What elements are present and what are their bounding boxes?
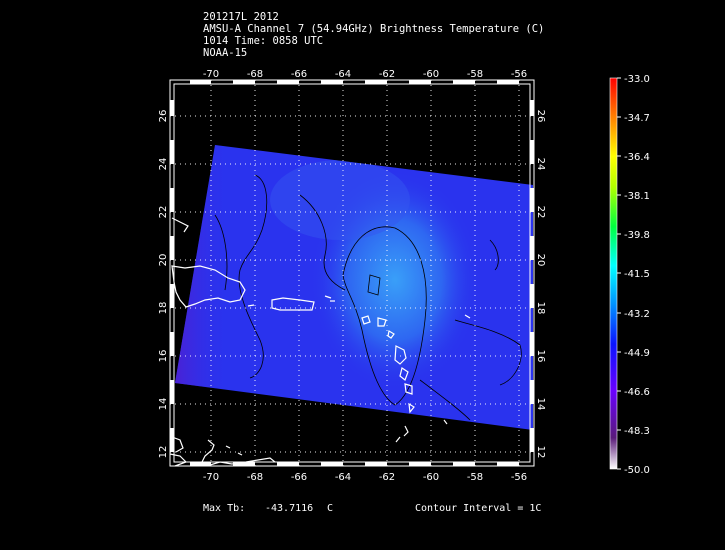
title-line-4: NOAA-15 xyxy=(203,47,248,59)
top-lon-label: -66 xyxy=(291,69,307,80)
right-lat-label: 14 xyxy=(535,398,546,411)
right-lat-label: 22 xyxy=(535,206,546,219)
bottom-lon-label: -68 xyxy=(247,472,263,483)
frame-ticks xyxy=(170,80,534,466)
right-lat-label: 12 xyxy=(535,446,546,459)
bottom-lon-label: -66 xyxy=(291,472,307,483)
colorbar-label: -39.8 xyxy=(624,230,650,241)
right-lat-label: 26 xyxy=(535,110,546,123)
bottom-lon-label: -62 xyxy=(379,472,395,483)
colorbar-label: -48.3 xyxy=(624,426,650,437)
top-lon-label: -70 xyxy=(203,69,219,80)
colorbar-label: -36.4 xyxy=(624,152,650,163)
max-tb-value: -43.7116 xyxy=(265,503,314,514)
bottom-lon-label: -56 xyxy=(511,472,527,483)
left-lat-label: 12 xyxy=(158,446,169,459)
coastlines xyxy=(169,217,471,467)
top-lon-label: -68 xyxy=(247,69,263,80)
left-lat-label: 16 xyxy=(158,350,169,363)
colorbar-ticks xyxy=(617,77,621,470)
top-lon-label: -58 xyxy=(467,69,483,80)
left-lat-label: 22 xyxy=(158,206,169,219)
max-tb-unit: C xyxy=(327,503,334,514)
left-lat-label: 14 xyxy=(158,398,169,411)
right-lat-label: 20 xyxy=(535,254,546,267)
map-frame xyxy=(169,79,535,467)
bottom-lon-labels: -70 -68 -66 -64 -62 -60 -58 -56 xyxy=(203,472,527,483)
bottom-lon-label: -70 xyxy=(203,472,219,483)
top-lon-label: -60 xyxy=(423,69,439,80)
graticule xyxy=(170,80,534,466)
left-lat-label: 20 xyxy=(158,254,169,267)
title-line-3: 1014 Time: 0858 UTC xyxy=(203,35,324,47)
colorbar-labels: -33.0 -34.7 -36.4 -38.1 -39.8 -41.5 -43.… xyxy=(624,74,650,476)
hispaniola-outline xyxy=(171,265,246,308)
top-lon-label: -64 xyxy=(335,69,351,80)
colorbar-label: -43.2 xyxy=(624,309,650,320)
right-lat-label: 18 xyxy=(535,302,546,315)
colorbar-label: -41.5 xyxy=(624,269,650,280)
puerto-rico-outline xyxy=(271,297,315,311)
colorbar-label: -38.1 xyxy=(624,191,650,202)
bottom-lon-label: -60 xyxy=(423,472,439,483)
max-tb-label: Max Tb: xyxy=(203,503,246,514)
bottom-lon-label: -58 xyxy=(467,472,483,483)
colorbar-label: -46.6 xyxy=(624,387,650,398)
right-lat-labels: 26 24 22 20 18 16 14 12 xyxy=(535,110,546,459)
right-lat-label: 24 xyxy=(535,158,546,171)
top-lon-label: -56 xyxy=(511,69,527,80)
left-lat-labels: 26 24 22 20 18 16 14 12 xyxy=(158,110,169,459)
colorbar-label: -33.0 xyxy=(624,74,650,85)
left-lat-label: 26 xyxy=(158,110,169,123)
top-lon-label: -62 xyxy=(379,69,395,80)
colorbar xyxy=(609,77,618,470)
colorbar-label: -34.7 xyxy=(624,113,650,124)
title-line-1: 201217L 2012 xyxy=(203,11,279,23)
colorbar-label: -50.0 xyxy=(624,465,650,476)
right-lat-label: 16 xyxy=(535,350,546,363)
colorbar-label: -44.9 xyxy=(624,348,650,359)
bottom-lon-label: -64 xyxy=(335,472,351,483)
left-lat-label: 18 xyxy=(158,302,169,315)
contour-interval: Contour Interval = 1C xyxy=(415,503,542,514)
title-line-2: AMSU-A Channel 7 (54.94GHz) Brightness T… xyxy=(203,23,545,35)
left-lat-label: 24 xyxy=(158,158,169,171)
contour-lines xyxy=(214,174,522,421)
top-lon-labels: -70 -68 -66 -64 -62 -60 -58 -56 xyxy=(203,69,527,80)
